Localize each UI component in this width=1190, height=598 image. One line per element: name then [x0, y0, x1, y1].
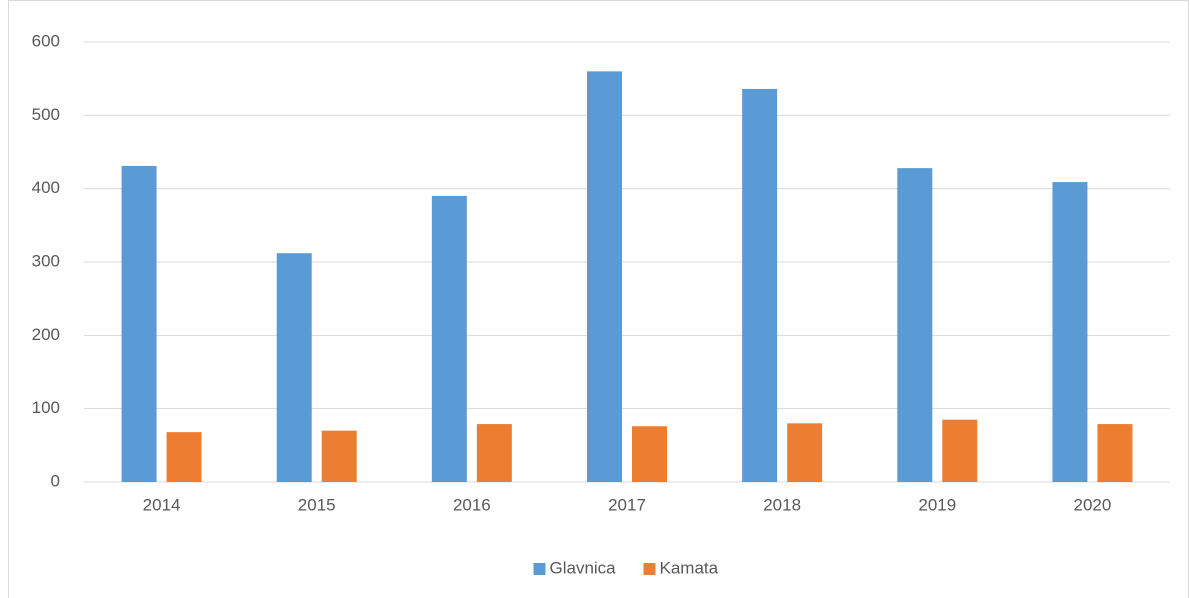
y-tick-label: 100	[32, 398, 60, 417]
bar	[431, 196, 467, 482]
bar	[121, 165, 157, 482]
y-tick-label: 600	[32, 31, 60, 50]
bar	[942, 419, 978, 482]
y-tick-label: 0	[51, 471, 60, 490]
y-tick-label: 500	[32, 105, 60, 124]
bar	[587, 71, 622, 482]
bar	[1052, 182, 1088, 483]
bar	[787, 423, 823, 482]
x-tick-label: 2016	[453, 495, 491, 514]
y-tick-label: 200	[32, 325, 60, 344]
y-tick-label: 400	[32, 178, 60, 197]
bar	[1097, 424, 1133, 482]
x-tick-label: 2017	[608, 495, 646, 514]
legend-label: Glavnica	[550, 558, 617, 577]
bar	[897, 168, 933, 482]
bar	[632, 426, 667, 482]
x-tick-label: 2020	[1074, 495, 1112, 514]
x-tick-label: 2015	[298, 495, 336, 514]
x-tick-label: 2019	[918, 495, 956, 514]
x-tick-label: 2018	[763, 495, 801, 514]
y-tick-label: 300	[32, 251, 60, 270]
x-tick-label: 2014	[143, 495, 181, 514]
legend-swatch	[533, 563, 546, 575]
bar	[321, 430, 357, 482]
bar	[742, 88, 778, 482]
bar	[166, 432, 202, 482]
bar	[476, 424, 512, 482]
legend-label: Kamata	[660, 558, 719, 577]
bar	[276, 253, 312, 482]
legend-swatch	[643, 563, 656, 575]
